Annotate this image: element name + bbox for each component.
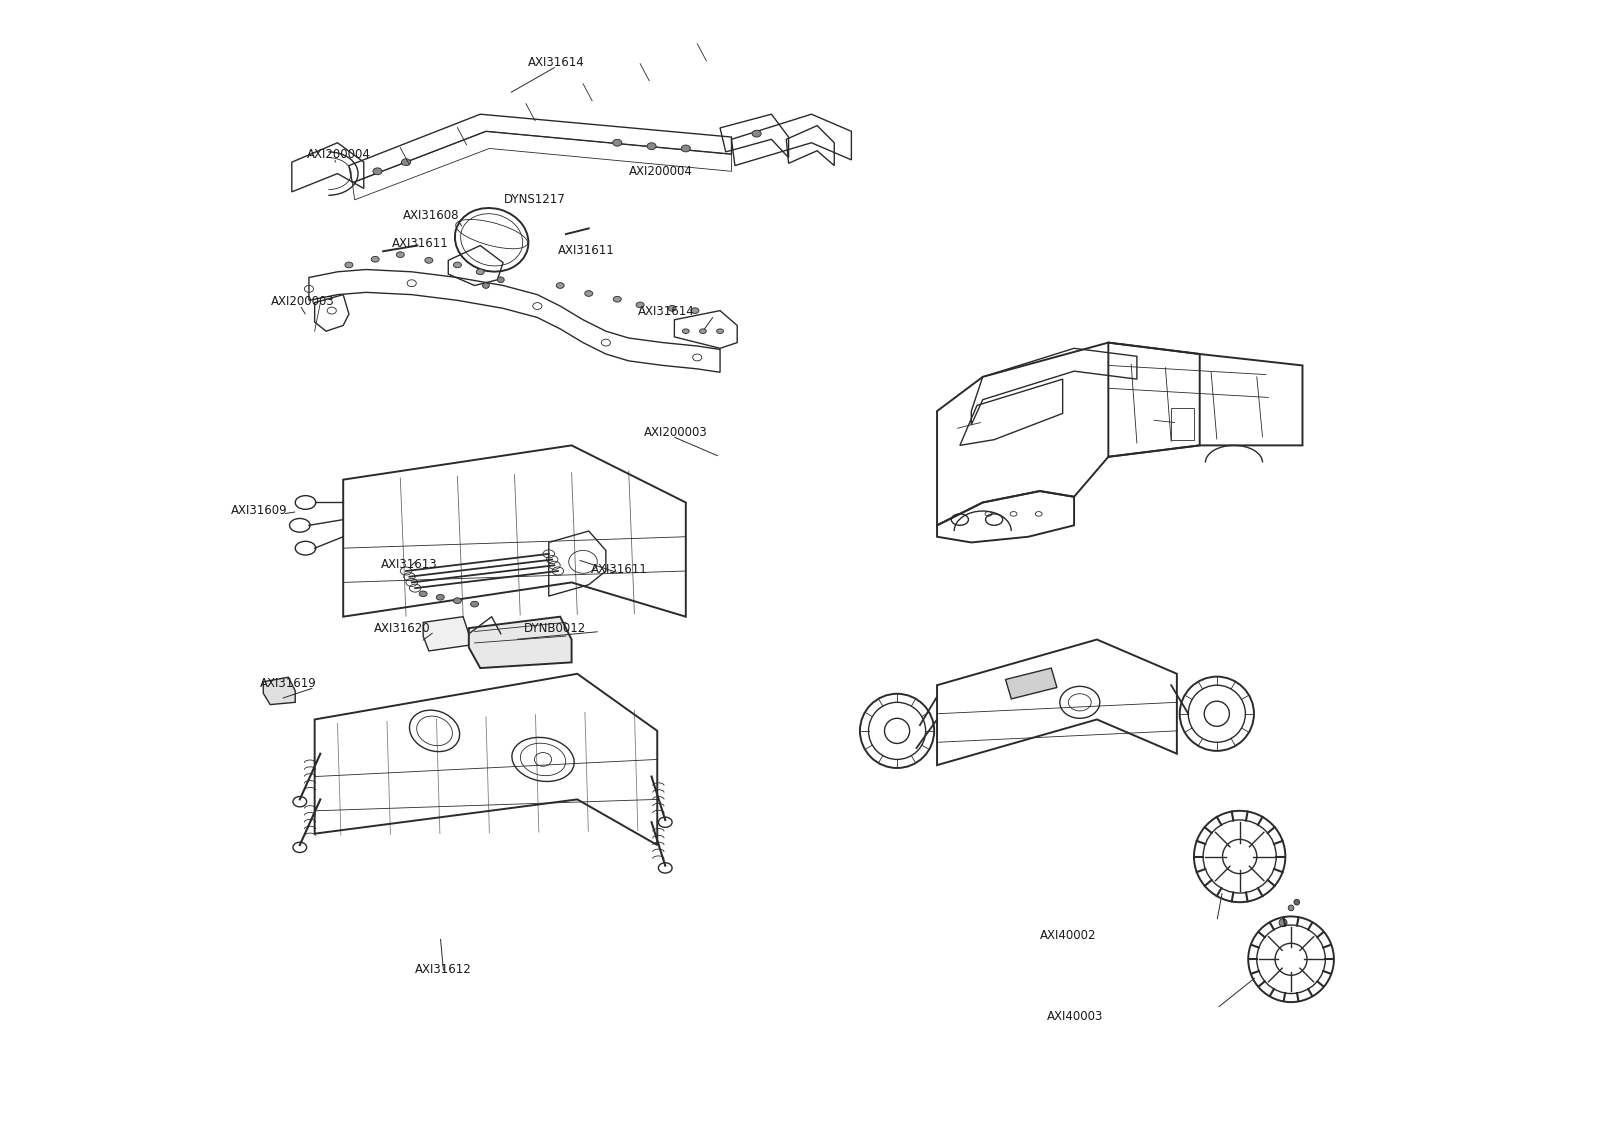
Ellipse shape [637, 301, 645, 308]
Ellipse shape [437, 595, 445, 601]
Text: AXI31614: AXI31614 [638, 305, 694, 319]
Text: AXI31609: AXI31609 [232, 504, 288, 517]
Text: AXI31613: AXI31613 [381, 557, 437, 571]
Ellipse shape [453, 262, 461, 267]
Ellipse shape [691, 307, 699, 314]
Text: AXI200003: AXI200003 [643, 426, 707, 440]
Ellipse shape [483, 282, 490, 289]
Text: AXI31614: AXI31614 [528, 56, 586, 70]
Text: AXI200004: AXI200004 [307, 147, 371, 161]
Text: AXI31611: AXI31611 [590, 563, 648, 577]
Ellipse shape [682, 145, 690, 152]
Text: DYNB0012: DYNB0012 [523, 621, 586, 635]
Polygon shape [264, 677, 296, 705]
Text: AXI40002: AXI40002 [1040, 928, 1096, 942]
Text: AXI31608: AXI31608 [403, 209, 459, 223]
Text: AXI31611: AXI31611 [392, 236, 450, 250]
Ellipse shape [402, 159, 411, 166]
Ellipse shape [346, 262, 354, 267]
Text: AXI200004: AXI200004 [629, 164, 693, 178]
Ellipse shape [613, 297, 621, 303]
Ellipse shape [682, 329, 690, 333]
Text: DYNS1217: DYNS1217 [504, 193, 566, 207]
Ellipse shape [498, 276, 504, 282]
Ellipse shape [453, 598, 461, 603]
Ellipse shape [371, 256, 379, 262]
Text: AXI31619: AXI31619 [259, 677, 317, 691]
Polygon shape [1005, 668, 1058, 699]
Ellipse shape [557, 282, 565, 289]
Text: AXI40003: AXI40003 [1046, 1010, 1102, 1023]
Ellipse shape [1294, 900, 1299, 904]
Ellipse shape [717, 329, 723, 333]
Ellipse shape [419, 592, 427, 596]
Ellipse shape [752, 130, 762, 137]
Text: AXI200003: AXI200003 [272, 295, 334, 308]
Ellipse shape [669, 305, 677, 312]
Text: AXI31612: AXI31612 [414, 963, 472, 976]
Text: AXI31620: AXI31620 [374, 621, 430, 635]
Ellipse shape [426, 257, 434, 264]
Bar [1171, 408, 1194, 440]
Ellipse shape [470, 601, 478, 608]
Ellipse shape [1288, 904, 1294, 911]
Ellipse shape [373, 168, 382, 175]
Ellipse shape [584, 290, 592, 297]
Text: AXI31611: AXI31611 [558, 243, 614, 257]
Ellipse shape [397, 251, 405, 257]
Polygon shape [469, 617, 571, 668]
Ellipse shape [477, 268, 485, 274]
Ellipse shape [613, 139, 622, 146]
Ellipse shape [699, 329, 706, 333]
Ellipse shape [1278, 918, 1286, 927]
Ellipse shape [646, 143, 656, 150]
Polygon shape [422, 617, 469, 651]
